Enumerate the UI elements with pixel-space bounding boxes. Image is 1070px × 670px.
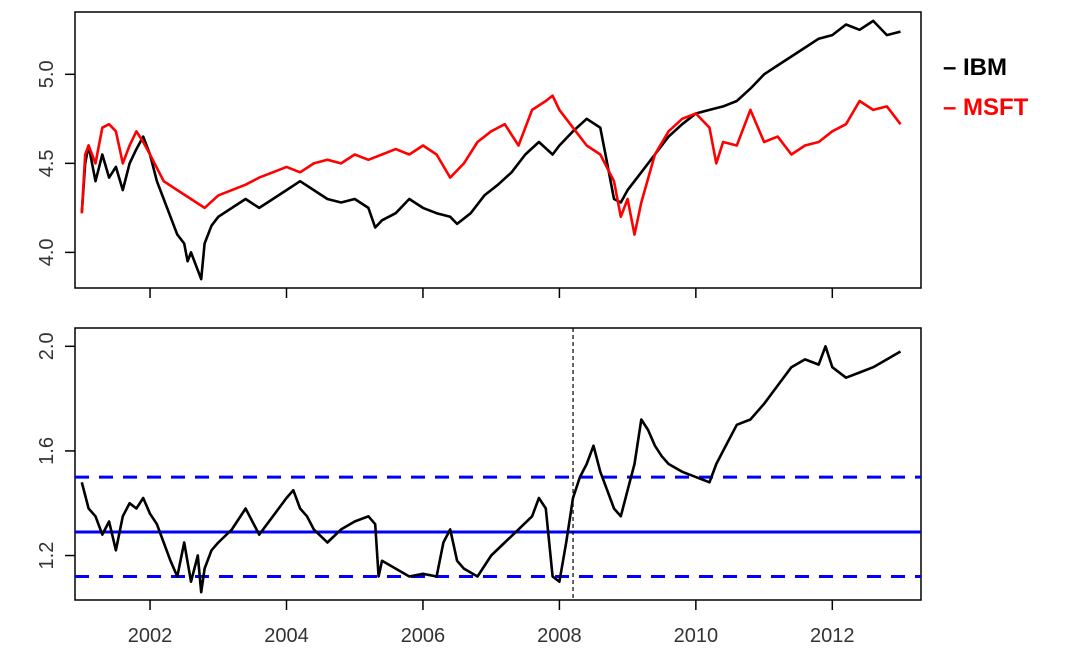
bottom-reference-lines: [75, 328, 921, 600]
x-tick-label: 2004: [264, 625, 309, 647]
y-tick-label: 4.5: [36, 149, 58, 177]
x-tick-label: 2012: [810, 625, 855, 647]
series-line-ibm: [80, 19, 901, 281]
x-tick-label: 2002: [128, 625, 173, 647]
legend-item-ibm: – IBM: [943, 54, 1007, 81]
top-panel: 4.0 4.5 5.0: [36, 11, 922, 298]
bottom-y-axis: 1.2 1.6 2.0: [36, 332, 75, 569]
top-series-lines: [80, 19, 902, 281]
y-tick-label: 1.6: [36, 437, 58, 465]
series-line-ratio: [80, 344, 902, 594]
x-tick-label: 2006: [401, 625, 446, 647]
top-y-axis: 4.0 4.5 5.0: [36, 60, 75, 266]
bottom-x-axis: 2002 2004 2006 2008 2010 2012: [128, 600, 855, 647]
y-tick-label: 5.0: [36, 60, 58, 88]
y-tick-label: 2.0: [36, 332, 58, 360]
y-tick-label: 1.2: [36, 542, 58, 570]
x-tick-label: 2010: [674, 625, 719, 647]
bottom-panel: 1.2 1.6 2.0 2002 2004 2006 2008 2010 2012: [36, 327, 922, 647]
legend: – IBM – MSFT: [943, 54, 1029, 121]
bottom-plot-frame: [74, 327, 922, 601]
legend-item-msft: – MSFT: [943, 94, 1029, 121]
series-line-msft: [80, 94, 902, 236]
y-tick-label: 4.0: [36, 238, 58, 266]
bottom-series-lines: [80, 344, 902, 594]
x-tick-label: 2008: [537, 625, 582, 647]
top-plot-frame: [74, 11, 922, 289]
top-x-axis: [149, 288, 834, 298]
